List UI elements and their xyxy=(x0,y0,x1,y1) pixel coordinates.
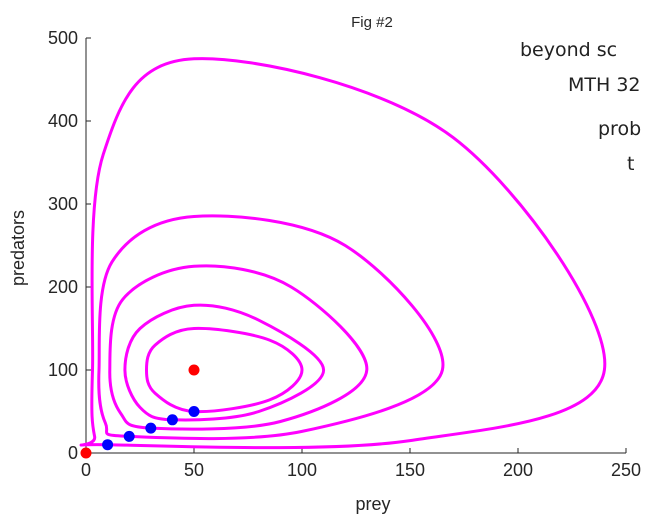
y-axis-label: predators xyxy=(8,210,28,286)
x-tick-label: 200 xyxy=(503,460,533,480)
note-line-4: t xyxy=(627,153,634,175)
origin-point xyxy=(80,447,92,459)
orbit-line-4 xyxy=(97,214,445,441)
note-line-2: MTH 32 xyxy=(568,74,641,96)
y-tick-label: 500 xyxy=(48,28,78,48)
orbits xyxy=(79,57,607,450)
x-tick-label: 50 xyxy=(184,460,204,480)
x-tick-label: 100 xyxy=(287,460,317,480)
equilibrium-point xyxy=(188,364,200,376)
note-line-1: beyond sc xyxy=(520,39,617,61)
initial-point-5 xyxy=(188,406,200,417)
initial-point-2 xyxy=(123,430,135,442)
note-line-3: prob xyxy=(598,118,641,140)
y-tick-label: 200 xyxy=(48,277,78,297)
y-tick-label: 300 xyxy=(48,194,78,214)
orbit-line-2 xyxy=(123,303,326,422)
orbit-line-1 xyxy=(145,326,304,414)
annotation-note: beyond sc MTH 32 prob t xyxy=(520,39,641,175)
y-tick-label: 400 xyxy=(48,111,78,131)
orbit-line-3 xyxy=(108,264,369,431)
x-tick-label: 0 xyxy=(81,460,91,480)
initial-point-3 xyxy=(145,422,157,434)
initial-point-4 xyxy=(166,414,178,426)
x-tick-label: 150 xyxy=(395,460,425,480)
chart-title: Fig #2 xyxy=(351,14,393,31)
x-tick-label: 250 xyxy=(611,460,641,480)
x-axis-label: prey xyxy=(355,494,390,514)
initial-point-1 xyxy=(102,439,114,451)
y-tick-label: 100 xyxy=(48,360,78,380)
orbit-line-5 xyxy=(79,57,607,450)
y-tick-label: 0 xyxy=(68,443,78,463)
points xyxy=(80,364,200,459)
axes: 0 50 100 150 200 250 0 100 200 300 400 500 xyxy=(48,28,641,480)
